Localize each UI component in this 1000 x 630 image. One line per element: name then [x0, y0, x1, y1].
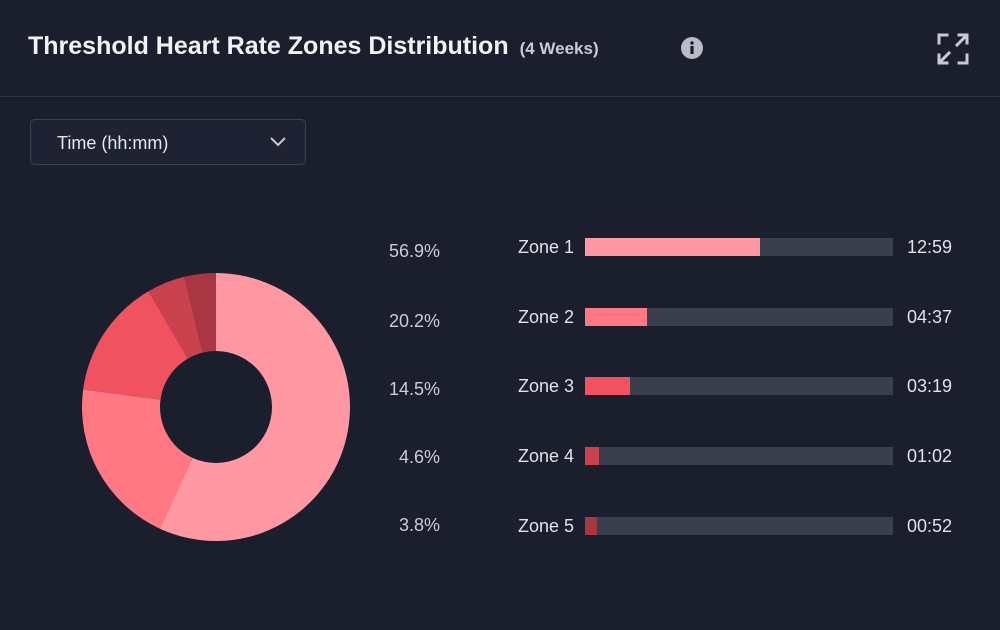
- zone-label: Zone 3: [517, 376, 574, 396]
- dropdown-selected-value: Time (hh:mm): [57, 133, 169, 153]
- zone-bar-track: [585, 377, 893, 395]
- zone-time: 03:19: [907, 376, 953, 396]
- zone-time: 00:52: [907, 516, 953, 536]
- zone-label: Zone 5: [517, 516, 574, 536]
- donut-slice-zone-5: [184, 273, 216, 353]
- zone-bar-fill: [585, 377, 630, 395]
- zone-bar-track: [585, 308, 893, 326]
- zone-percent: 14.5%: [388, 379, 440, 399]
- zone-label: Zone 2: [517, 307, 574, 327]
- title-text: Threshold Heart Rate Zones Distribution: [28, 32, 509, 60]
- chart-title: Threshold Heart Rate Zones Distribution …: [28, 32, 599, 61]
- donut-slice-zone-2: [81, 389, 193, 529]
- donut-chart: [81, 273, 351, 541]
- zone-time: 12:59: [907, 237, 953, 257]
- zone-percent: 20.2%: [388, 311, 440, 331]
- zone-bar-track: [585, 238, 893, 256]
- zone-bar-fill: [585, 238, 761, 256]
- expand-icon[interactable]: [936, 32, 970, 66]
- zone-time: 04:37: [907, 307, 953, 327]
- zone-percent: 3.8%: [398, 515, 440, 535]
- donut-slice-zone-3: [83, 291, 188, 400]
- metric-dropdown[interactable]: Time (hh:mm): [30, 119, 306, 165]
- zone-bar-track: [585, 447, 893, 465]
- zone-bar-fill: [585, 447, 600, 465]
- zone-label: Zone 4: [517, 446, 574, 466]
- zone-bar-fill: [585, 517, 597, 535]
- donut-slice-zone-1: [159, 273, 351, 541]
- zone-label: Zone 1: [517, 237, 574, 257]
- zone-percent: 56.9%: [388, 241, 440, 261]
- zone-bar-fill: [585, 308, 648, 326]
- card-header: Threshold Heart Rate Zones Distribution …: [0, 0, 1000, 97]
- title-period: (4 Weeks): [519, 39, 599, 58]
- zone-percent: 4.6%: [398, 447, 440, 467]
- zone-bar-track: [585, 517, 893, 535]
- donut-slice-zone-4: [148, 276, 203, 359]
- info-icon[interactable]: [680, 36, 704, 60]
- zone-time: 01:02: [907, 446, 953, 466]
- chevron-down-icon: [270, 137, 286, 147]
